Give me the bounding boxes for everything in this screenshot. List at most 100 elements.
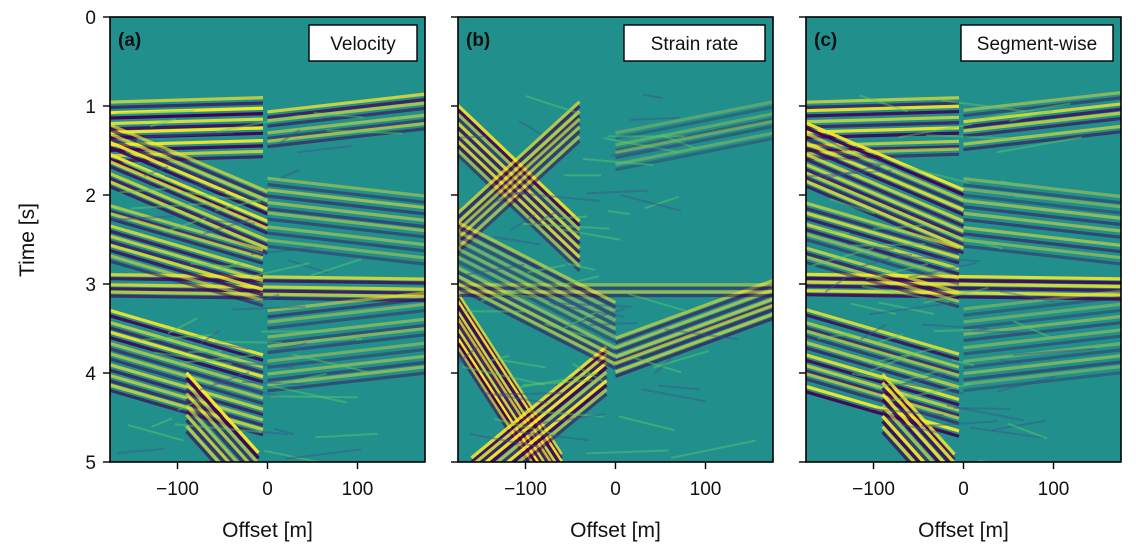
wavefront-trough (185, 397, 246, 462)
noise-stripe (824, 275, 848, 293)
noise-stripe (1012, 347, 1096, 357)
noise-stripe (212, 381, 280, 398)
wavefront-trough (458, 243, 617, 327)
noise-stripe (153, 351, 232, 365)
wavefront-trough (614, 317, 773, 378)
noise-stripe (188, 350, 222, 354)
panel-title: Velocity (330, 34, 396, 55)
noise-stripe (532, 211, 557, 227)
noise-stripe (951, 359, 975, 367)
noise-stripe (586, 449, 669, 455)
noise-stripe (872, 224, 926, 230)
wavefront-trough (806, 260, 960, 309)
wavefront-peak (110, 153, 269, 223)
noise-stripe (119, 187, 167, 194)
noise-stripe (174, 423, 262, 434)
noise-stripe (610, 141, 694, 157)
wavefront-peak (267, 291, 425, 313)
noise-stripe (1000, 358, 1023, 365)
wavefront-peak (110, 254, 264, 302)
wavefront-trough (478, 357, 608, 462)
wavefront-trough (806, 216, 960, 265)
panel-letter: (a) (118, 30, 141, 51)
wavefront-trough (963, 308, 1121, 330)
noise-stripe (563, 310, 599, 330)
wavefront-peak (110, 352, 264, 400)
noise-stripe (493, 236, 541, 246)
wavefront-trough (110, 326, 264, 374)
noise-stripe (561, 228, 621, 241)
noise-stripe (997, 375, 1056, 393)
noise-stripe (480, 283, 537, 303)
wavefront-peak (110, 149, 264, 158)
noise-stripe (123, 161, 159, 179)
noise-stripe (164, 174, 226, 194)
wavefront-peak (806, 141, 965, 212)
noise-stripe (861, 285, 949, 304)
noise-stripe (290, 339, 357, 352)
noise-stripe (255, 293, 280, 304)
wavefront-trough (267, 194, 425, 216)
wavefront-peak (963, 238, 1121, 260)
noise-stripe (469, 433, 539, 448)
wavefront-peak (110, 290, 425, 299)
noise-stripe (921, 323, 989, 330)
noise-stripe (502, 359, 546, 369)
noise-stripe (661, 134, 697, 150)
wavefront-trough (110, 314, 264, 362)
wavefront-trough (185, 387, 255, 462)
noise-stripe (817, 332, 851, 340)
panel-title: Segment-wise (977, 34, 1097, 55)
wavefront-peak (806, 104, 960, 113)
noise-stripe (860, 323, 887, 341)
wavefront-trough (615, 136, 773, 172)
wavefront-peak (458, 100, 581, 215)
noise-stripe (510, 214, 536, 231)
wavefront-peak (963, 226, 1121, 248)
wavefront-peak (458, 140, 581, 259)
wavefront-peak (806, 353, 960, 402)
x-axis-label: Offset [m] (570, 519, 661, 542)
wavefront-peak (185, 392, 251, 462)
wavefront-peak (458, 318, 553, 462)
noise-stripe (618, 415, 675, 432)
panel-title-box (308, 24, 418, 62)
wavefront-peak (614, 288, 773, 350)
noise-stripe (481, 391, 548, 404)
wavefront-trough (806, 136, 965, 207)
wavefront-peak (458, 117, 581, 232)
wavefront-trough (881, 398, 941, 462)
wavefront-peak (110, 211, 264, 260)
wavefront-peak (505, 379, 608, 462)
wavefront-peak (267, 354, 425, 376)
wavefront-peak (615, 100, 773, 135)
wavefront-peak (963, 302, 1121, 324)
wavefront-trough (267, 297, 425, 319)
noise-stripe (270, 395, 358, 399)
panels: (a) Velocity −100 0 100 0 1 2 3 4 5 Offset [m] (b) St… (85, 8, 1122, 542)
wavefront-peak (110, 140, 269, 211)
wavefront-peak (806, 115, 960, 124)
noise-stripe (878, 301, 935, 316)
wavefront-peak (267, 238, 425, 260)
x-tick-label: −100 (156, 479, 199, 500)
wavefront-trough (267, 127, 425, 149)
noise-stripe (869, 301, 955, 316)
wavefront-trough (963, 107, 1121, 129)
wavefront-peak (267, 211, 425, 233)
wavefront-trough (614, 301, 773, 363)
wavefront-peak (963, 364, 1121, 386)
noise-stripe (865, 262, 929, 280)
noise-stripe (216, 114, 301, 133)
wavefront-trough (458, 279, 617, 363)
wavefront-trough (489, 366, 608, 462)
wavefront-trough (806, 358, 960, 407)
panel-title-box (623, 24, 766, 62)
wavefront-trough (806, 284, 1121, 293)
wavefront-trough (963, 334, 1121, 356)
wavefront-peak (185, 371, 260, 454)
wavefront-trough (458, 122, 581, 236)
noise-stripe (999, 290, 1055, 303)
wavefront-trough (963, 96, 1121, 118)
